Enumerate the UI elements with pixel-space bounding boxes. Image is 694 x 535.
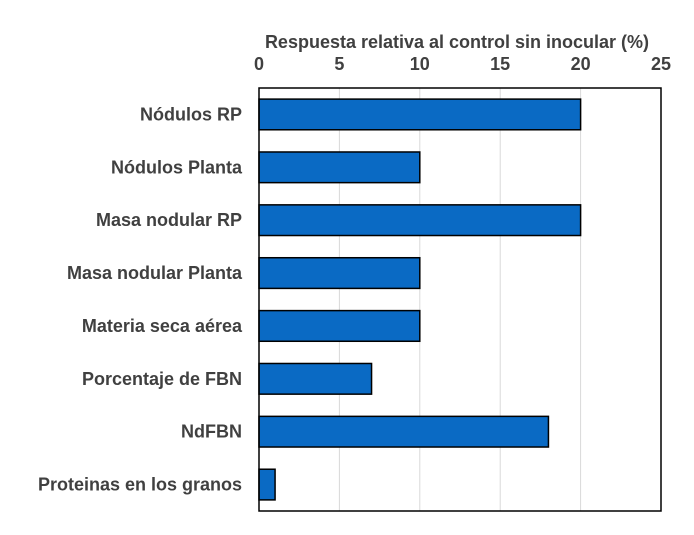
- category-label: Nódulos Planta: [111, 157, 243, 177]
- category-label: Nódulos RP: [140, 104, 242, 124]
- bar: [258, 468, 276, 501]
- plot-area-frame: [258, 87, 662, 512]
- bar: [258, 151, 421, 184]
- x-tick-label: 15: [490, 54, 510, 74]
- category-label: Proteinas en los granos: [38, 475, 242, 495]
- x-tick-label: 25: [651, 54, 671, 74]
- category-labels: Nódulos RP Nódulos Planta Masa nodular RP M…: [38, 104, 243, 494]
- category-label: Porcentaje de FBN: [82, 369, 242, 389]
- x-tick-label: 20: [571, 54, 591, 74]
- bar: [258, 362, 373, 395]
- x-tick-label: 5: [334, 54, 344, 74]
- category-label: Masa nodular RP: [96, 210, 242, 230]
- bar: [258, 256, 421, 290]
- x-tick-labels: 0 5 10 15 20 25: [254, 54, 671, 74]
- bar: [258, 309, 421, 343]
- category-label: Materia seca aérea: [82, 316, 243, 336]
- x-tick-label: 0: [254, 54, 264, 74]
- bars: [258, 98, 582, 501]
- category-label: NdFBN: [181, 422, 242, 442]
- x-axis-title: Respuesta relativa al control sin inocul…: [265, 32, 649, 52]
- bar: [258, 98, 582, 131]
- x-tick-label: 10: [410, 54, 430, 74]
- category-label: Masa nodular Planta: [67, 263, 243, 283]
- bar: [258, 204, 582, 237]
- bar: [258, 415, 550, 448]
